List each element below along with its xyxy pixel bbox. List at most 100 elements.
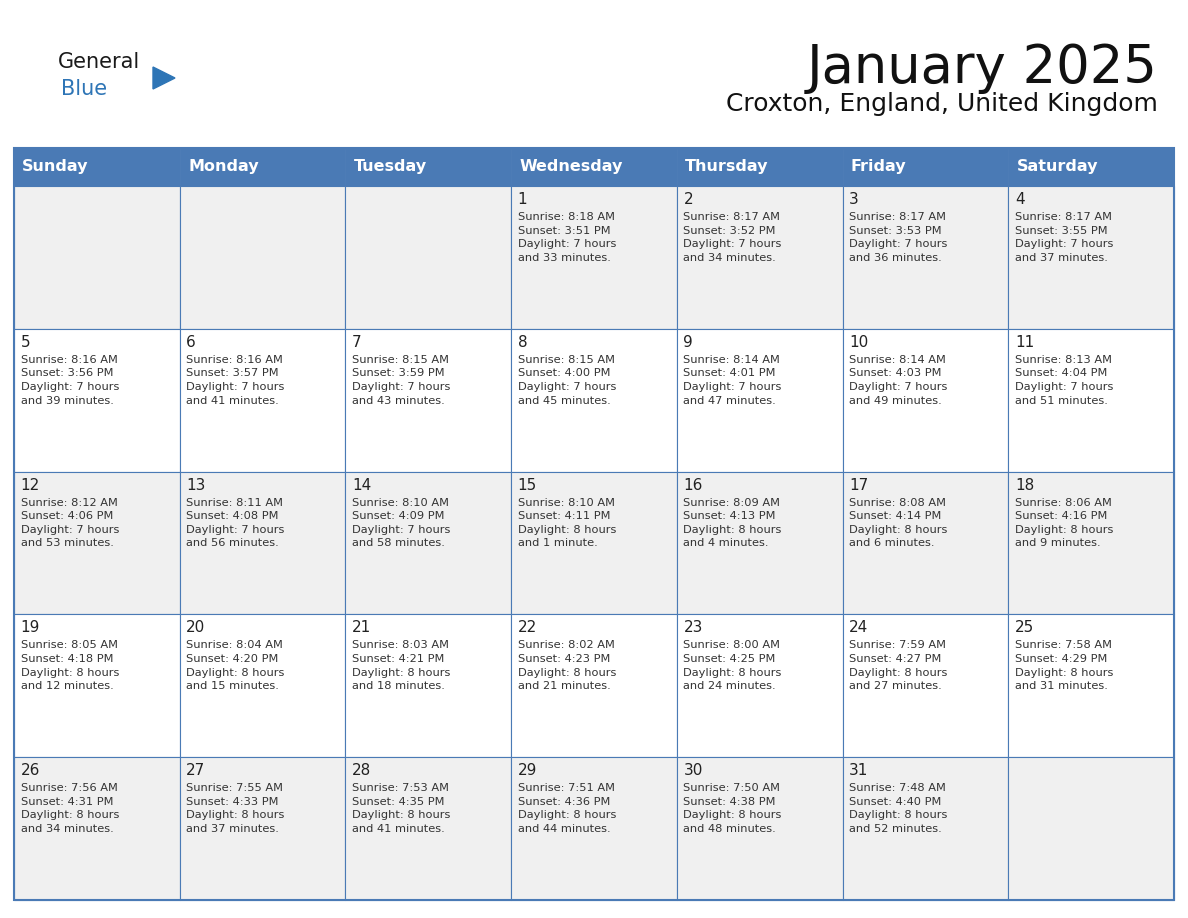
Bar xyxy=(179,757,346,900)
Text: Sunrise: 8:00 AM
Sunset: 4:25 PM
Daylight: 8 hours
and 24 minutes.: Sunrise: 8:00 AM Sunset: 4:25 PM Dayligh… xyxy=(683,641,782,691)
Bar xyxy=(179,186,346,329)
Bar xyxy=(14,614,179,757)
Text: Sunrise: 7:51 AM
Sunset: 4:36 PM
Daylight: 8 hours
and 44 minutes.: Sunrise: 7:51 AM Sunset: 4:36 PM Dayligh… xyxy=(518,783,617,834)
Text: Sunrise: 8:08 AM
Sunset: 4:14 PM
Daylight: 8 hours
and 6 minutes.: Sunrise: 8:08 AM Sunset: 4:14 PM Dayligh… xyxy=(849,498,948,548)
Text: 29: 29 xyxy=(518,763,537,778)
Bar xyxy=(179,614,346,757)
Text: Sunrise: 8:04 AM
Sunset: 4:20 PM
Daylight: 8 hours
and 15 minutes.: Sunrise: 8:04 AM Sunset: 4:20 PM Dayligh… xyxy=(187,641,285,691)
Text: 13: 13 xyxy=(187,477,206,493)
Bar xyxy=(677,329,842,472)
Bar xyxy=(511,186,677,329)
Text: 5: 5 xyxy=(20,335,30,350)
Bar xyxy=(346,186,511,329)
Text: 4: 4 xyxy=(1015,192,1024,207)
Bar xyxy=(346,757,511,900)
Text: 18: 18 xyxy=(1015,477,1035,493)
Text: Sunrise: 8:18 AM
Sunset: 3:51 PM
Daylight: 7 hours
and 33 minutes.: Sunrise: 8:18 AM Sunset: 3:51 PM Dayligh… xyxy=(518,212,617,263)
Bar xyxy=(179,148,346,186)
Text: 22: 22 xyxy=(518,621,537,635)
Bar xyxy=(346,148,511,186)
Text: Sunrise: 8:09 AM
Sunset: 4:13 PM
Daylight: 8 hours
and 4 minutes.: Sunrise: 8:09 AM Sunset: 4:13 PM Dayligh… xyxy=(683,498,782,548)
Bar xyxy=(14,329,179,472)
Bar xyxy=(1009,329,1174,472)
Bar xyxy=(1009,757,1174,900)
Text: Sunrise: 7:58 AM
Sunset: 4:29 PM
Daylight: 8 hours
and 31 minutes.: Sunrise: 7:58 AM Sunset: 4:29 PM Dayligh… xyxy=(1015,641,1113,691)
Bar xyxy=(842,757,1009,900)
Text: Sunrise: 8:11 AM
Sunset: 4:08 PM
Daylight: 7 hours
and 56 minutes.: Sunrise: 8:11 AM Sunset: 4:08 PM Dayligh… xyxy=(187,498,285,548)
Bar xyxy=(346,472,511,614)
Text: Sunrise: 8:17 AM
Sunset: 3:55 PM
Daylight: 7 hours
and 37 minutes.: Sunrise: 8:17 AM Sunset: 3:55 PM Dayligh… xyxy=(1015,212,1113,263)
Text: 10: 10 xyxy=(849,335,868,350)
Text: Sunrise: 8:10 AM
Sunset: 4:09 PM
Daylight: 7 hours
and 58 minutes.: Sunrise: 8:10 AM Sunset: 4:09 PM Dayligh… xyxy=(352,498,450,548)
Text: Sunrise: 7:48 AM
Sunset: 4:40 PM
Daylight: 8 hours
and 52 minutes.: Sunrise: 7:48 AM Sunset: 4:40 PM Dayligh… xyxy=(849,783,948,834)
Text: Blue: Blue xyxy=(61,79,107,99)
Text: Tuesday: Tuesday xyxy=(354,160,426,174)
Bar xyxy=(842,329,1009,472)
Bar xyxy=(511,148,677,186)
Text: Sunrise: 8:06 AM
Sunset: 4:16 PM
Daylight: 8 hours
and 9 minutes.: Sunrise: 8:06 AM Sunset: 4:16 PM Dayligh… xyxy=(1015,498,1113,548)
Text: Friday: Friday xyxy=(851,160,906,174)
Bar xyxy=(842,186,1009,329)
Text: 6: 6 xyxy=(187,335,196,350)
Text: Sunrise: 7:50 AM
Sunset: 4:38 PM
Daylight: 8 hours
and 48 minutes.: Sunrise: 7:50 AM Sunset: 4:38 PM Dayligh… xyxy=(683,783,782,834)
Text: Sunrise: 8:14 AM
Sunset: 4:03 PM
Daylight: 7 hours
and 49 minutes.: Sunrise: 8:14 AM Sunset: 4:03 PM Dayligh… xyxy=(849,354,948,406)
Text: Sunrise: 8:15 AM
Sunset: 3:59 PM
Daylight: 7 hours
and 43 minutes.: Sunrise: 8:15 AM Sunset: 3:59 PM Dayligh… xyxy=(352,354,450,406)
Bar xyxy=(677,614,842,757)
Bar xyxy=(179,472,346,614)
Text: Sunday: Sunday xyxy=(23,160,89,174)
Bar xyxy=(677,757,842,900)
Text: Sunrise: 8:12 AM
Sunset: 4:06 PM
Daylight: 7 hours
and 53 minutes.: Sunrise: 8:12 AM Sunset: 4:06 PM Dayligh… xyxy=(20,498,119,548)
Text: Sunrise: 7:55 AM
Sunset: 4:33 PM
Daylight: 8 hours
and 37 minutes.: Sunrise: 7:55 AM Sunset: 4:33 PM Dayligh… xyxy=(187,783,285,834)
Bar xyxy=(511,757,677,900)
Text: 17: 17 xyxy=(849,477,868,493)
Bar xyxy=(511,614,677,757)
Bar xyxy=(14,148,1174,900)
Text: 30: 30 xyxy=(683,763,703,778)
Bar xyxy=(677,186,842,329)
Bar xyxy=(842,472,1009,614)
Text: Sunrise: 8:17 AM
Sunset: 3:52 PM
Daylight: 7 hours
and 34 minutes.: Sunrise: 8:17 AM Sunset: 3:52 PM Dayligh… xyxy=(683,212,782,263)
Bar xyxy=(677,148,842,186)
Text: Sunrise: 8:10 AM
Sunset: 4:11 PM
Daylight: 8 hours
and 1 minute.: Sunrise: 8:10 AM Sunset: 4:11 PM Dayligh… xyxy=(518,498,617,548)
Text: 11: 11 xyxy=(1015,335,1035,350)
Bar xyxy=(1009,186,1174,329)
Text: Monday: Monday xyxy=(188,160,259,174)
Text: Saturday: Saturday xyxy=(1017,160,1098,174)
Text: Thursday: Thursday xyxy=(685,160,769,174)
Bar xyxy=(346,329,511,472)
Text: 1: 1 xyxy=(518,192,527,207)
Bar xyxy=(14,148,179,186)
Text: 12: 12 xyxy=(20,477,40,493)
Bar xyxy=(14,757,179,900)
Text: Croxton, England, United Kingdom: Croxton, England, United Kingdom xyxy=(726,92,1158,116)
Text: Sunrise: 8:14 AM
Sunset: 4:01 PM
Daylight: 7 hours
and 47 minutes.: Sunrise: 8:14 AM Sunset: 4:01 PM Dayligh… xyxy=(683,354,782,406)
Bar xyxy=(1009,472,1174,614)
Bar xyxy=(1009,148,1174,186)
Text: 3: 3 xyxy=(849,192,859,207)
Bar xyxy=(511,472,677,614)
Text: 19: 19 xyxy=(20,621,40,635)
Text: 2: 2 xyxy=(683,192,693,207)
Bar xyxy=(1009,614,1174,757)
Text: January 2025: January 2025 xyxy=(807,42,1158,94)
Text: Sunrise: 8:13 AM
Sunset: 4:04 PM
Daylight: 7 hours
and 51 minutes.: Sunrise: 8:13 AM Sunset: 4:04 PM Dayligh… xyxy=(1015,354,1113,406)
Text: Sunrise: 8:02 AM
Sunset: 4:23 PM
Daylight: 8 hours
and 21 minutes.: Sunrise: 8:02 AM Sunset: 4:23 PM Dayligh… xyxy=(518,641,617,691)
Text: 25: 25 xyxy=(1015,621,1035,635)
Text: 14: 14 xyxy=(352,477,372,493)
Text: 9: 9 xyxy=(683,335,694,350)
Text: 24: 24 xyxy=(849,621,868,635)
Text: 31: 31 xyxy=(849,763,868,778)
Text: Sunrise: 8:15 AM
Sunset: 4:00 PM
Daylight: 7 hours
and 45 minutes.: Sunrise: 8:15 AM Sunset: 4:00 PM Dayligh… xyxy=(518,354,617,406)
Text: Sunrise: 7:56 AM
Sunset: 4:31 PM
Daylight: 8 hours
and 34 minutes.: Sunrise: 7:56 AM Sunset: 4:31 PM Dayligh… xyxy=(20,783,119,834)
Bar xyxy=(346,614,511,757)
Text: Sunrise: 7:59 AM
Sunset: 4:27 PM
Daylight: 8 hours
and 27 minutes.: Sunrise: 7:59 AM Sunset: 4:27 PM Dayligh… xyxy=(849,641,948,691)
Bar xyxy=(14,186,179,329)
Text: 7: 7 xyxy=(352,335,361,350)
Text: 20: 20 xyxy=(187,621,206,635)
Text: Sunrise: 8:17 AM
Sunset: 3:53 PM
Daylight: 7 hours
and 36 minutes.: Sunrise: 8:17 AM Sunset: 3:53 PM Dayligh… xyxy=(849,212,948,263)
Text: 8: 8 xyxy=(518,335,527,350)
Text: 28: 28 xyxy=(352,763,372,778)
Bar xyxy=(842,614,1009,757)
Text: 23: 23 xyxy=(683,621,703,635)
Text: Sunrise: 7:53 AM
Sunset: 4:35 PM
Daylight: 8 hours
and 41 minutes.: Sunrise: 7:53 AM Sunset: 4:35 PM Dayligh… xyxy=(352,783,450,834)
